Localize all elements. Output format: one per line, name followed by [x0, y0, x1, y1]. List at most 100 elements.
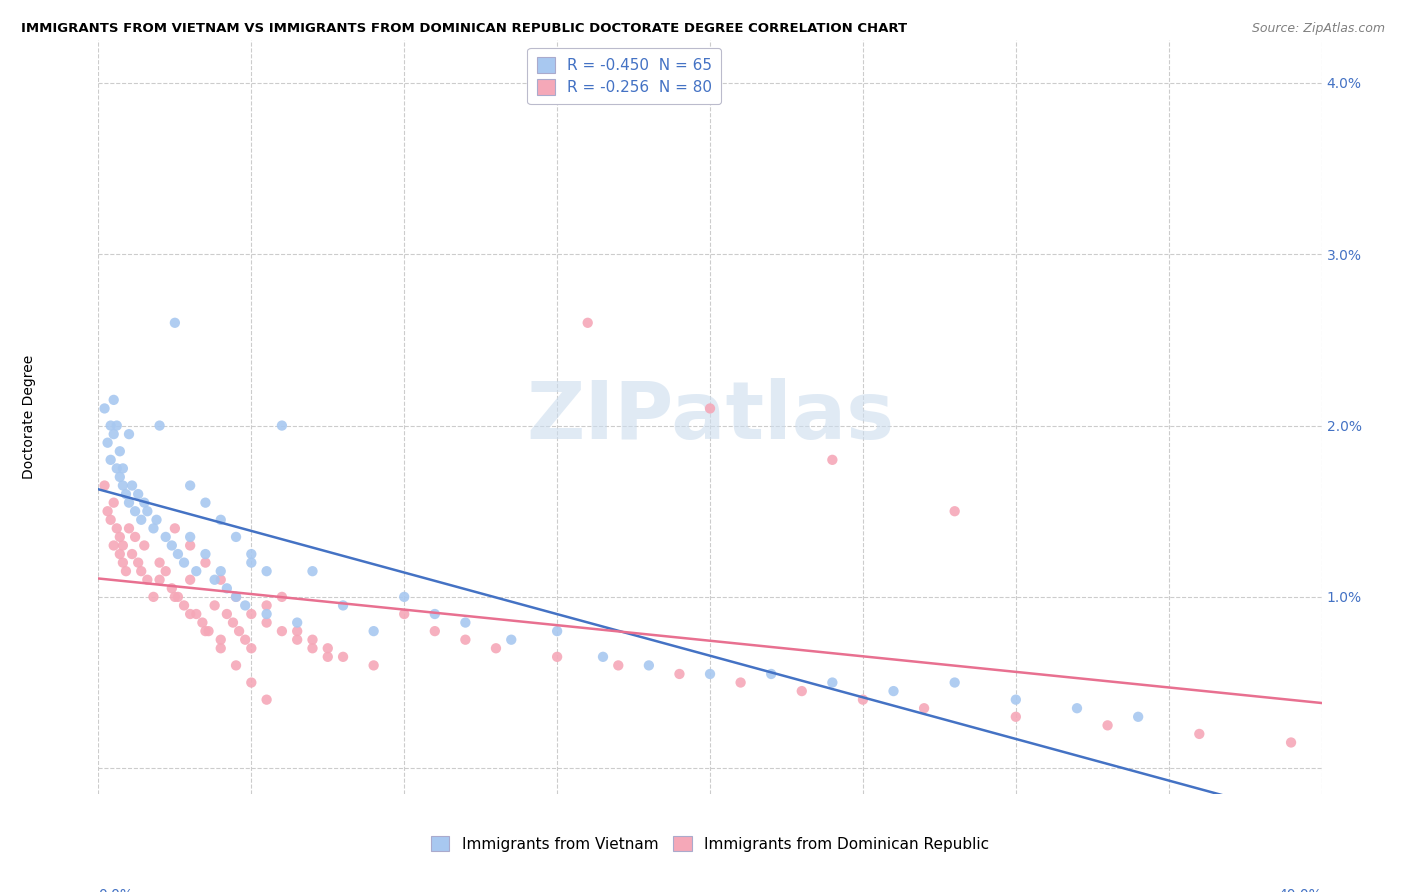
Point	[256, 564, 278, 578]
Point	[163, 590, 186, 604]
Point	[105, 521, 128, 535]
Point	[240, 675, 263, 690]
Point	[108, 530, 131, 544]
Point	[730, 675, 752, 690]
Point	[167, 590, 190, 604]
Point	[108, 444, 131, 458]
Point	[118, 427, 141, 442]
Point	[270, 418, 292, 433]
Point	[316, 649, 339, 664]
Point	[194, 556, 217, 570]
Point	[1097, 718, 1119, 732]
Point	[1279, 735, 1302, 749]
Point	[1128, 710, 1150, 724]
Point	[485, 641, 508, 656]
Point	[186, 607, 208, 621]
Point	[127, 556, 149, 570]
Point	[204, 599, 226, 613]
Point	[103, 392, 125, 407]
Point	[209, 564, 232, 578]
Point	[943, 504, 966, 518]
Point	[423, 624, 446, 639]
Legend: Immigrants from Vietnam, Immigrants from Dominican Republic: Immigrants from Vietnam, Immigrants from…	[425, 830, 995, 858]
Point	[105, 418, 128, 433]
Point	[160, 582, 183, 596]
Point	[668, 667, 690, 681]
Point	[179, 573, 201, 587]
Point	[103, 496, 125, 510]
Point	[225, 658, 247, 673]
Point	[105, 461, 128, 475]
Point	[163, 521, 186, 535]
Point	[285, 624, 308, 639]
Point	[332, 599, 354, 613]
Text: IMMIGRANTS FROM VIETNAM VS IMMIGRANTS FROM DOMINICAN REPUBLIC DOCTORATE DEGREE C: IMMIGRANTS FROM VIETNAM VS IMMIGRANTS FR…	[21, 22, 907, 36]
Point	[142, 521, 165, 535]
Point	[103, 539, 125, 553]
Point	[699, 667, 721, 681]
Point	[108, 470, 131, 484]
Point	[194, 547, 217, 561]
Point	[100, 453, 122, 467]
Point	[454, 632, 477, 647]
Point	[209, 573, 232, 587]
Point	[93, 478, 115, 492]
Point	[191, 615, 214, 630]
Point	[108, 547, 131, 561]
Point	[301, 632, 323, 647]
Point	[454, 615, 477, 630]
Point	[136, 573, 159, 587]
Point	[215, 607, 238, 621]
Point	[256, 607, 278, 621]
Point	[699, 401, 721, 416]
Point	[240, 556, 263, 570]
Point	[155, 530, 177, 544]
Point	[160, 539, 183, 553]
Point	[118, 496, 141, 510]
Point	[124, 530, 146, 544]
Point	[204, 573, 226, 587]
Point	[363, 624, 385, 639]
Point	[111, 539, 134, 553]
Point	[173, 556, 195, 570]
Point	[163, 316, 186, 330]
Point	[149, 418, 172, 433]
Point	[943, 675, 966, 690]
Point	[233, 599, 256, 613]
Point	[100, 418, 122, 433]
Point	[225, 590, 247, 604]
Text: 40.0%: 40.0%	[1278, 888, 1322, 892]
Point	[501, 632, 523, 647]
Point	[790, 684, 813, 698]
Point	[759, 667, 782, 681]
Point	[194, 496, 217, 510]
Point	[592, 649, 614, 664]
Point	[149, 573, 172, 587]
Point	[256, 615, 278, 630]
Point	[546, 649, 568, 664]
Y-axis label: Doctorate Degree: Doctorate Degree	[22, 355, 37, 479]
Point	[912, 701, 935, 715]
Point	[179, 530, 201, 544]
Point	[134, 496, 156, 510]
Point	[423, 607, 446, 621]
Point	[821, 453, 844, 467]
Point	[167, 547, 190, 561]
Point	[392, 607, 416, 621]
Point	[285, 632, 308, 647]
Point	[111, 478, 134, 492]
Point	[240, 641, 263, 656]
Point	[1004, 710, 1026, 724]
Point	[149, 556, 172, 570]
Point	[222, 615, 245, 630]
Point	[194, 624, 217, 639]
Point	[155, 564, 177, 578]
Point	[883, 684, 905, 698]
Point	[142, 590, 165, 604]
Point	[1188, 727, 1211, 741]
Point	[256, 692, 278, 706]
Point	[100, 513, 122, 527]
Point	[121, 478, 143, 492]
Point	[607, 658, 630, 673]
Point	[240, 547, 263, 561]
